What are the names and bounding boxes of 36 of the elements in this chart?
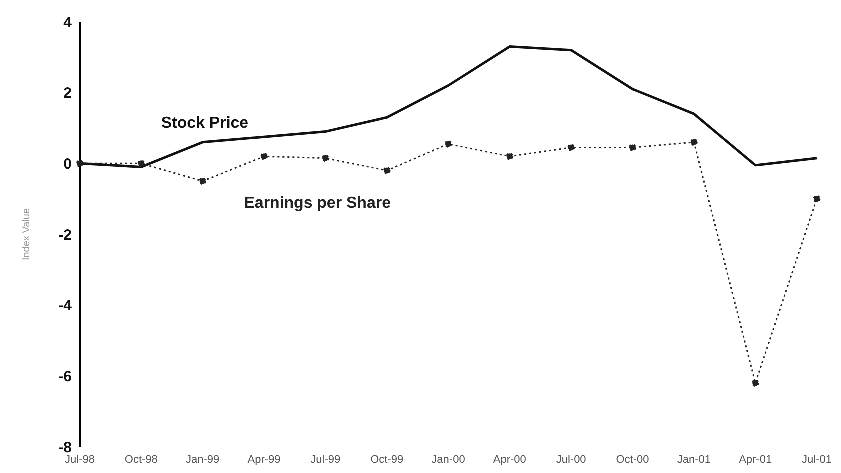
x-tick-label: Oct-98 (124, 454, 158, 466)
point (506, 152, 514, 160)
y-tick-label: -4 (58, 298, 73, 315)
point (76, 160, 84, 168)
x-tick-label: Oct-99 (370, 454, 404, 466)
y-tick-label: -6 (58, 368, 72, 386)
series-label: Stock Price (161, 115, 249, 134)
x-tick-label: Jul-99 (310, 454, 341, 466)
y-axis-title: Index Value (22, 208, 33, 261)
x-tick-label: Jan-01 (677, 454, 711, 466)
x-tick-label: Jul-00 (556, 454, 586, 466)
point (138, 160, 146, 168)
x-tick-label: Jul-01 (802, 454, 832, 466)
x-tick-label: Apr-00 (493, 454, 526, 466)
point (629, 144, 636, 152)
x-tick-label: Jan-99 (186, 454, 220, 466)
y-tick-label: -8 (58, 439, 72, 456)
x-tick-label: Apr-01 (739, 454, 772, 466)
x-tick-label: Oct-00 (616, 454, 650, 466)
point (199, 178, 207, 186)
point (322, 154, 330, 162)
x-tick-label: Jan-00 (432, 454, 466, 466)
point (444, 140, 452, 148)
point (690, 138, 698, 146)
x-tick-label: Jul-98 (65, 454, 95, 466)
y-tick-label: 0 (64, 156, 72, 173)
point (813, 195, 821, 203)
point (260, 152, 268, 160)
series-label: Earnings per Share (244, 194, 391, 213)
point (752, 380, 760, 387)
point (383, 167, 391, 174)
y-tick-label: 4 (64, 14, 73, 32)
x-tick-label: Apr-99 (248, 454, 281, 466)
y-tick-label: -2 (58, 226, 72, 244)
point (568, 144, 576, 152)
y-tick-label: 2 (64, 85, 72, 102)
